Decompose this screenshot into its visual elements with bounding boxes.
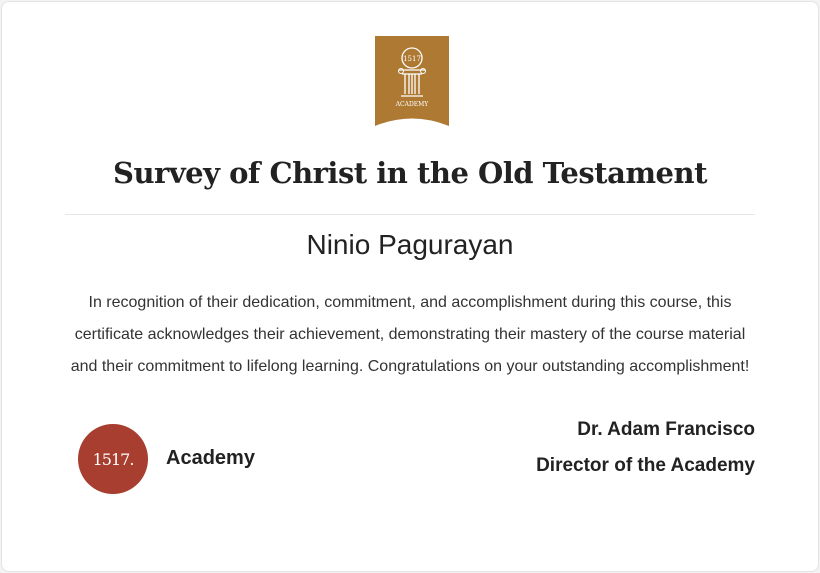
certificate-body-text: In recognition of their dedication, comm… [70,294,750,375]
recipient-name: Ninio Pagurayan [306,229,514,260]
organization-name: Academy [166,447,255,469]
divider [65,214,755,215]
signer-title: Director of the Academy [536,455,755,476]
academy-seal: 1517. [78,424,148,494]
ribbon-logo-subtext: ACADEMY [395,101,430,108]
ribbon-logo-text: 1517 [403,55,421,63]
signer-name: Dr. Adam Francisco [577,419,755,440]
course-title: Survey of Christ in the Old Testament [113,156,707,190]
academy-ribbon-logo: 1517 ACADEMY [375,36,449,126]
